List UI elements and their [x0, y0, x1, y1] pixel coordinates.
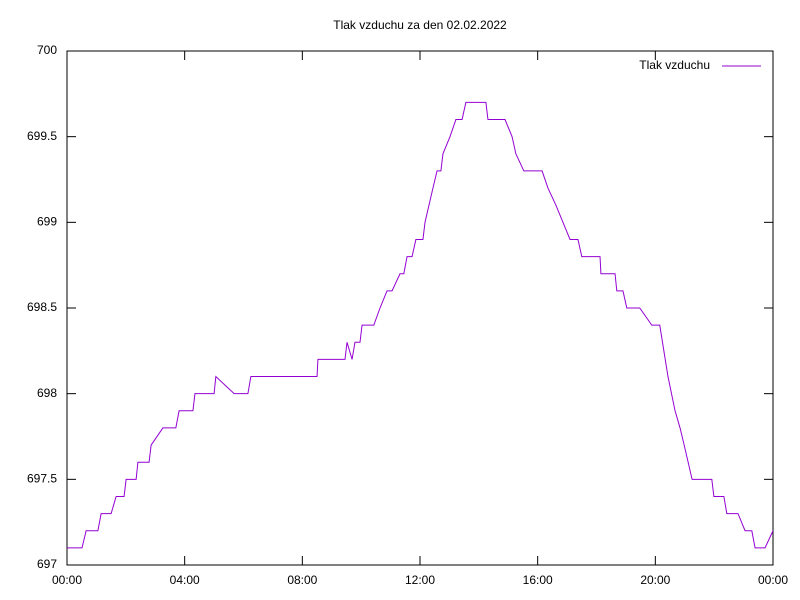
y-tick-label: 700 [37, 43, 57, 57]
x-tick-label: 04:00 [170, 573, 200, 587]
x-tick-label: 08:00 [287, 573, 317, 587]
x-tick-label: 20:00 [640, 573, 670, 587]
x-tick-label: 12:00 [405, 573, 435, 587]
data-line [67, 101, 774, 549]
y-tick-label: 697 [37, 557, 57, 571]
chart-title: Tlak vzduchu za den 02.02.2022 [333, 18, 507, 32]
y-tick-label: 699.5 [27, 129, 57, 143]
y-tick-label: 698.5 [27, 300, 57, 314]
x-tick-label: 00:00 [52, 573, 82, 587]
legend-label: Tlak vzduchu [639, 58, 710, 72]
y-tick-label: 697.5 [27, 472, 57, 486]
x-tick-label: 00:00 [758, 573, 788, 587]
y-tick-label: 699 [37, 215, 57, 229]
x-tick-label: 16:00 [523, 573, 553, 587]
y-tick-label: 698 [37, 386, 57, 400]
